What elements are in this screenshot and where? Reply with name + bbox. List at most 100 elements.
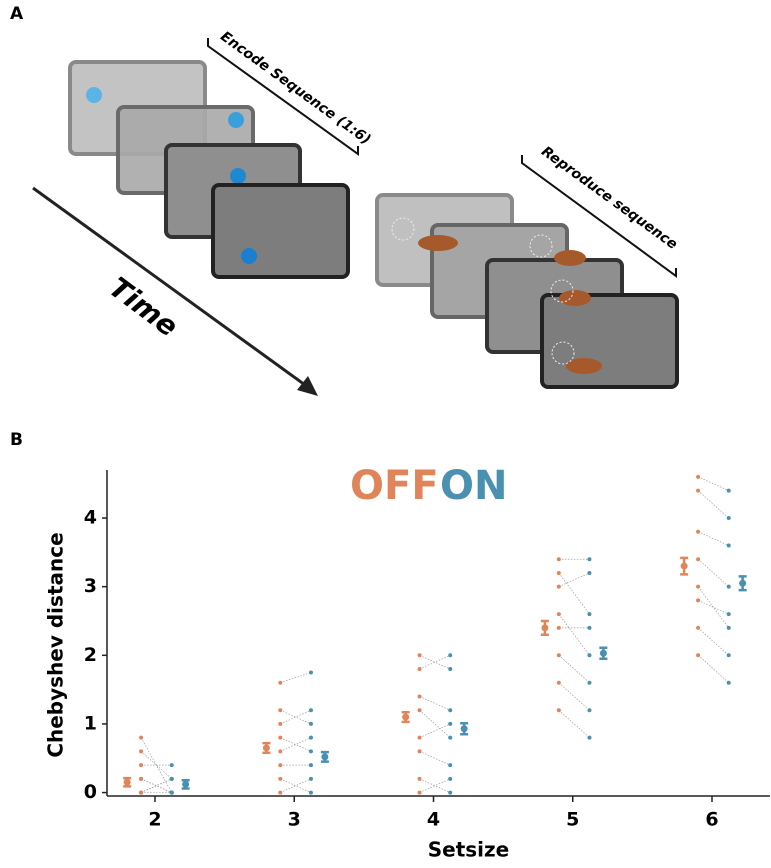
mean-dot	[262, 744, 270, 752]
mean-dot	[739, 579, 747, 587]
pair-line	[140, 778, 172, 793]
x-tick-label: 3	[288, 809, 301, 831]
subject-dot	[696, 584, 701, 589]
hand	[554, 250, 586, 266]
subject-dot	[448, 790, 453, 795]
mean-dot	[321, 753, 329, 761]
subject-dot	[726, 516, 731, 521]
time-label: Time	[103, 271, 184, 344]
x-tick-label: 6	[705, 809, 718, 831]
subject-dot	[587, 570, 592, 575]
subject-dot	[278, 708, 283, 713]
subject-dot	[308, 790, 313, 795]
mean-dot	[599, 649, 607, 657]
subject-dot	[556, 557, 561, 562]
subject-dot	[278, 790, 283, 795]
subject-dot	[417, 708, 422, 713]
subject-dot	[556, 680, 561, 685]
dot	[86, 87, 102, 103]
encode-frames	[68, 60, 350, 279]
subject-dot	[278, 749, 283, 754]
pair-line	[558, 572, 590, 587]
pair-line	[419, 654, 451, 670]
pair-line	[419, 778, 451, 793]
pair-line	[280, 709, 312, 725]
subject-dot	[139, 763, 144, 768]
y-axis-label: Chebyshev distance	[44, 532, 68, 757]
subject-dot	[726, 584, 731, 589]
subject-dot	[308, 708, 313, 713]
x-axis-label: Setsize	[428, 838, 510, 862]
subject-dot	[726, 543, 731, 548]
subject-dot	[448, 667, 453, 672]
pair-line	[697, 655, 729, 684]
bracket	[207, 38, 359, 156]
subject-dot	[556, 653, 561, 658]
subject-dot	[448, 776, 453, 781]
reproduce-frames	[375, 193, 679, 389]
pair-line	[419, 654, 451, 670]
subject-dot	[726, 653, 731, 658]
pair-line	[697, 600, 729, 615]
subject-dot	[696, 598, 701, 603]
hand	[559, 290, 591, 306]
subject-dot	[417, 776, 422, 781]
subject-dot	[587, 735, 592, 740]
pair-line	[697, 476, 729, 491]
pair-line	[419, 723, 451, 738]
y-tick-label: 0	[84, 781, 97, 803]
pair-line	[140, 751, 172, 780]
bracket	[521, 155, 677, 278]
subject-dot	[417, 790, 422, 795]
pair-line	[280, 778, 312, 793]
mean-dot	[460, 725, 468, 733]
subject-dot	[278, 735, 283, 740]
pair-line	[280, 672, 312, 684]
subject-dot	[587, 625, 592, 630]
subject-dot	[278, 776, 283, 781]
pair-line	[558, 572, 590, 615]
subject-dot	[696, 653, 701, 658]
pair-line	[697, 490, 729, 519]
subject-dot	[448, 708, 453, 713]
pair-line	[140, 778, 172, 793]
x-tick-label: 2	[148, 809, 161, 831]
hands	[418, 235, 602, 374]
subject-dot	[308, 763, 313, 768]
subject-dot	[169, 790, 174, 795]
pair-line	[280, 709, 312, 725]
dot	[228, 112, 244, 128]
frame	[211, 183, 350, 279]
subject-dot	[308, 670, 313, 675]
y-tick-label: 2	[84, 644, 97, 666]
subject-dot	[139, 790, 144, 795]
chart: 0 1 2 3 4 Chebyshev distance Setsize OFF ON 2 3 4 5 6	[44, 463, 770, 862]
subject-dot	[448, 763, 453, 768]
mean-dot	[402, 713, 410, 721]
pair-line	[558, 709, 590, 738]
mean-dot	[541, 624, 549, 632]
subject-dot	[139, 735, 144, 740]
panel-label: B	[10, 430, 23, 450]
hand	[418, 235, 458, 251]
pair-line	[140, 778, 172, 793]
pair-line	[558, 682, 590, 711]
y-tick-label: 3	[84, 575, 97, 597]
subject-dot	[139, 776, 144, 781]
pair-line	[419, 696, 451, 711]
arrow-head	[297, 376, 318, 396]
pair-line	[280, 778, 312, 793]
frame	[540, 293, 679, 389]
subject-dot	[587, 680, 592, 685]
subject-dot	[556, 570, 561, 575]
subject-dot	[726, 680, 731, 685]
subject-dot	[169, 763, 174, 768]
legend-entry: ON	[440, 463, 507, 509]
targets	[391, 217, 575, 365]
subject-dot	[696, 529, 701, 534]
subject-dot	[726, 488, 731, 493]
subject-dot	[169, 776, 174, 781]
pair-line	[280, 737, 312, 752]
pair-line	[419, 709, 451, 738]
